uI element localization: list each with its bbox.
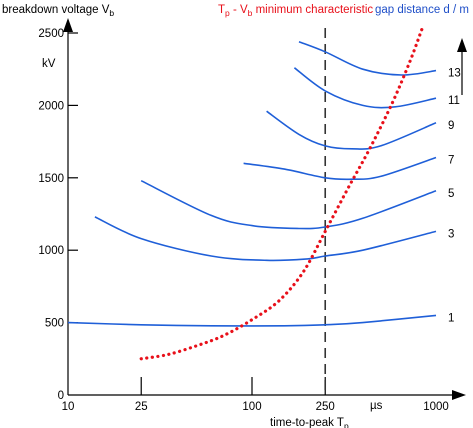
x-tick-label: 1000 (423, 401, 449, 413)
y-tick-label: 1000 (38, 245, 64, 257)
y-ticks: 0 500 1000 1500 2000 2500 (38, 28, 78, 402)
gap-label-5: 5 (448, 188, 454, 200)
x-tick-label: 25 (135, 401, 148, 413)
gap-curves (67, 40, 437, 327)
gap-label-11: 11 (448, 95, 460, 107)
gap-curve-13 (298, 40, 437, 76)
gap-label-3: 3 (448, 228, 454, 240)
gap-curve-3 (94, 216, 437, 262)
gap-curve-7 (243, 156, 437, 181)
gap-curve-1 (67, 314, 437, 327)
y-axis-title: breakdown voltage Vb (2, 4, 114, 18)
x-axis-label: time-to-peak Tp (270, 417, 349, 428)
gap-label-9: 9 (448, 120, 454, 132)
series-legend-title: gap distance d / m (375, 4, 469, 16)
gap-label-1: 1 (448, 312, 454, 324)
gap-label-7: 7 (448, 155, 454, 167)
gap-label-13: 13 (448, 68, 461, 80)
x-tick-label: 250 (316, 401, 335, 413)
y-tick-label: 1500 (38, 173, 64, 185)
chart-title: Tp - Vb minimum characteristic (218, 4, 373, 18)
minimum-characteristic-group (139, 27, 424, 361)
y-tick-label: 2500 (38, 28, 64, 40)
x-ticks: 10 25 100 250 1000 (62, 377, 449, 413)
x-axis-arrow (452, 390, 466, 400)
x-tick-label: 10 (62, 401, 75, 413)
right-axis-arrow (457, 38, 467, 52)
y-axis-arrow (63, 18, 73, 32)
y-tick-label: 0 (58, 390, 64, 402)
y-tick-label: 2000 (38, 100, 64, 112)
gap-curve-11 (293, 67, 437, 109)
x-tick-label: 100 (242, 401, 261, 413)
gap-curve-5 (140, 179, 437, 230)
gap-curve-9 (266, 110, 437, 150)
y-unit: kV (42, 58, 56, 70)
x-unit: µs (370, 400, 383, 412)
minimum-characteristic-curve (139, 27, 424, 361)
y-tick-label: 500 (45, 318, 64, 330)
